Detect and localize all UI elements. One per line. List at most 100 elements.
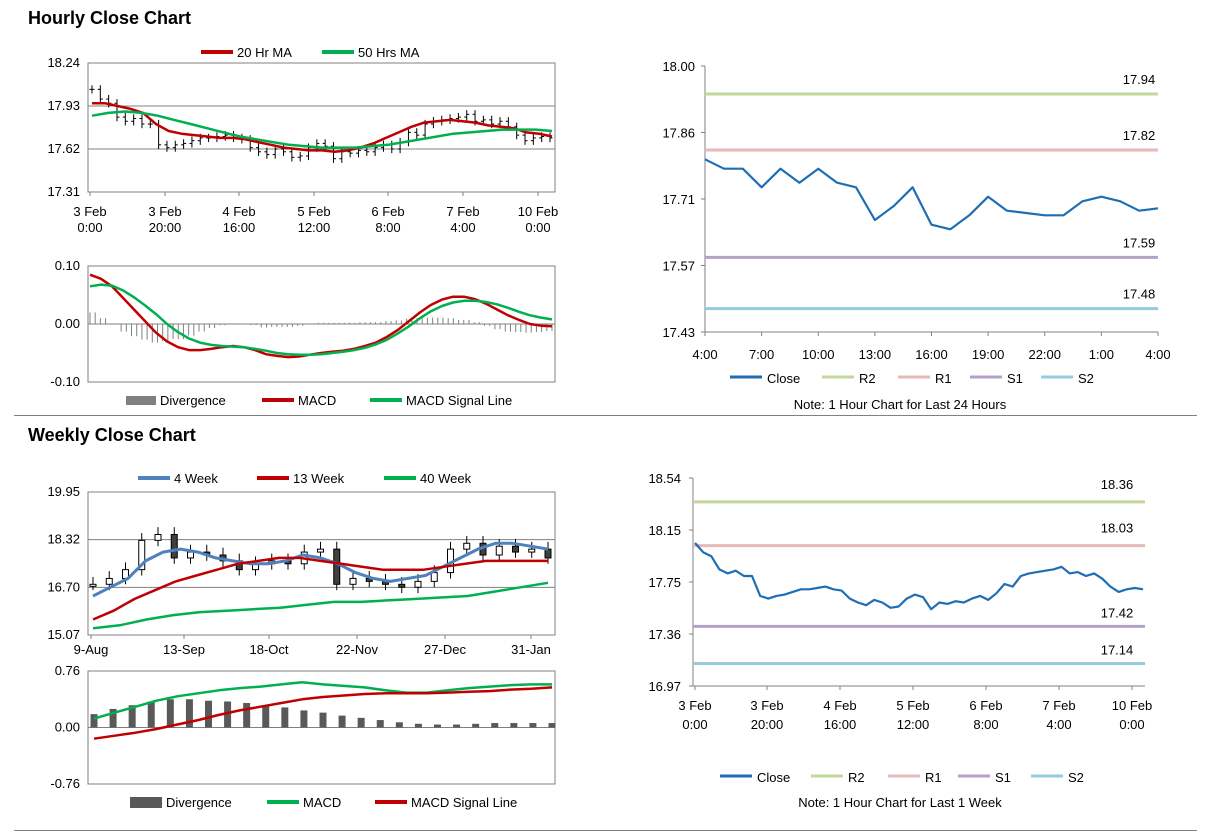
weekly-candle-body [333,548,341,585]
weekly-divergence-bar [262,705,270,728]
weekly-candle-body [528,548,536,553]
weekly-legend-4wk-label: 4 Week [174,471,218,486]
weekly-legend-divergence-label: Divergence [166,795,232,810]
week-ytick: 17.36 [648,627,681,642]
week-legend-s2-label: S2 [1068,770,1084,785]
hourly-price-xtick-time: 0:00 [525,220,550,235]
day-level-label-s2: 17.48 [1123,287,1156,302]
day-xtick: 4:00 [1145,347,1170,362]
hourly-section-title: Hourly Close Chart [28,8,192,28]
weekly-divergence-bar [166,699,174,728]
week-xtick-date: 6 Feb [969,698,1002,713]
weekly-divergence-bar [90,714,98,728]
week-xtick-date: 10 Feb [1112,698,1152,713]
hourly-legend-divergence-swatch [126,396,156,405]
hourly-price-xtick-time: 12:00 [298,220,331,235]
hourly-price-xtick-time: 0:00 [77,220,102,235]
week-xtick-time: 0:00 [682,717,707,732]
weekly-price-xtick: 18-Oct [249,642,288,657]
weekly-40wk-line [92,581,549,630]
hourly-price-ytick: 18.24 [47,55,80,70]
weekly-divergence-bar [414,723,422,728]
week-xtick-time: 0:00 [1119,717,1144,732]
week-xtick-time: 16:00 [824,717,857,732]
weekly-candle-body [463,542,471,550]
weekly-legend-13wk-label: 13 Week [293,471,345,486]
day-legend-r2-label: R2 [859,371,876,386]
weekly-candle-body [430,572,438,582]
weekly-price-xtick: 31-Jan [511,642,551,657]
day-ytick: 17.43 [662,325,695,340]
section-divider [14,415,1197,416]
weekly-divergence-bar [185,699,193,728]
hourly-price-ytick: 17.31 [47,184,80,199]
hourly-price-ytick: 17.93 [47,98,80,113]
hourly-price-plot-area [87,62,556,193]
weekly-price-xtick: 22-Nov [336,642,378,657]
week-xtick-time: 8:00 [973,717,998,732]
week-legend-close-label: Close [757,770,790,785]
weekly-divergence-bar [548,723,556,728]
hourly-signal-line [89,283,553,356]
weekly-divergence-bar [224,701,232,728]
weekly-candle-body [398,583,406,588]
weekly-13wk-line [92,556,548,621]
weekly-divergence-bar [510,723,518,728]
weekly-legend-40wk-label: 40 Week [420,471,472,486]
day-xtick: 1:00 [1089,347,1114,362]
hourly-price-xtick-date: 3 Feb [148,204,181,219]
weekly-divergence-bar [529,723,537,728]
week-xtick-time: 4:00 [1046,717,1071,732]
weekly-divergence-bar [357,717,365,728]
week-ytick: 16.97 [648,679,681,694]
weekly-price-xtick: 13-Sep [163,642,205,657]
week-note: Note: 1 Hour Chart for Last 1 Week [798,795,1002,810]
hourly-macd-ytick: -0.10 [50,374,80,389]
hourly-price-xtick-time: 20:00 [149,220,182,235]
week-legend-r1-label: R1 [925,770,942,785]
hourly-legend-signal-label: MACD Signal Line [406,393,512,408]
weekly-divergence-bar [205,700,212,728]
weekly-divergence-bar [376,720,384,728]
hourly-legend-ma50-label: 50 Hrs MA [358,45,420,60]
weekly-divergence-bar [147,701,155,728]
weekly-divergence-bar [491,723,499,728]
weekly-legend-macd-label: MACD [303,795,341,810]
hourly-macd-ytick: 0.10 [55,258,80,273]
day-legend-s1-label: S1 [1007,371,1023,386]
weekly-legend-signal-label: MACD Signal Line [411,795,517,810]
hourly-price-xtick-time: 16:00 [223,220,256,235]
weekly-price-xtick: 9-Aug [74,642,109,657]
week-xtick-date: 4 Feb [823,698,856,713]
weekly-candle-body [89,583,97,587]
week-ytick: 18.54 [648,471,681,486]
weekly-candle-body [105,577,113,585]
hourly-price-xtick-date: 6 Feb [371,204,404,219]
weekly-candle-body [187,551,194,559]
weekly-candle-body [154,533,162,541]
weekly-price-xtick: 27-Dec [424,642,466,657]
weekly-section-title: Weekly Close Chart [28,425,196,445]
weekly-divergence-bar [281,707,289,728]
day-ytick: 17.57 [662,259,695,274]
day-xtick: 10:00 [802,347,835,362]
week-level-label-s1: 17.42 [1101,605,1134,620]
weekly-price-ytick: 16.70 [47,579,80,594]
day-level-label-s1: 17.59 [1123,235,1156,250]
day-xtick: 16:00 [915,347,948,362]
day-note: Note: 1 Hour Chart for Last 24 Hours [794,397,1007,412]
weekly-candle-body [170,533,178,559]
week-level-label-r1: 18.03 [1101,521,1134,536]
day-xtick: 13:00 [859,347,892,362]
day-xtick: 22:00 [1028,347,1061,362]
weekly-candle-body [414,580,422,588]
day-ytick: 17.86 [662,126,695,141]
day-ytick: 18.00 [662,59,695,74]
week-xtick-time: 20:00 [751,717,784,732]
hourly-legend-divergence-label: Divergence [160,393,226,408]
hourly-legend-macd-label: MACD [298,393,336,408]
weekly-divergence-bar [434,724,441,728]
weekly-divergence-bar [338,715,346,728]
weekly-macd-ytick: -0.76 [50,776,80,791]
hourly-ma20-line [92,101,553,154]
